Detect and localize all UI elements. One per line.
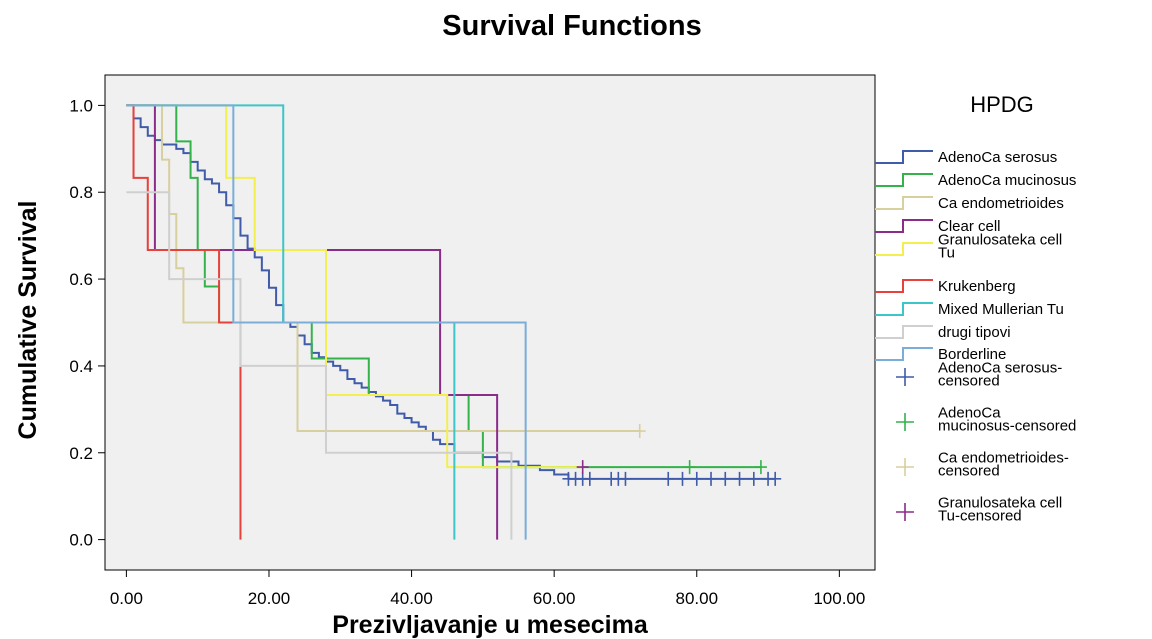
censor-mark-adenoca-serosus-censored (662, 471, 675, 486)
x-axis-title: Prezivljavanje u mesecima (332, 611, 649, 639)
x-tick-label: 20.00 (248, 589, 291, 608)
legend-label: censored (938, 463, 1000, 480)
legend-label: AdenoCa mucinosus (938, 172, 1076, 189)
censor-mark-adenoca-serosus-censored (733, 471, 746, 486)
legend-label: AdenoCa serosus- (938, 360, 1062, 377)
legend-title: HPDG (970, 92, 1034, 117)
legend-swatch (896, 368, 914, 386)
legend-item-drugi-tipovi: drugi tipovi (875, 324, 1011, 341)
y-tick-label: 1.0 (69, 96, 93, 115)
legend-label: censored (938, 373, 1000, 390)
censor-mark-adenoca-serosus-censored (583, 471, 596, 486)
legend-label: Tu-censored (938, 508, 1022, 525)
y-tick-label: 0.4 (69, 357, 93, 376)
y-tick-label: 0.6 (69, 270, 93, 289)
legend-swatch (896, 413, 914, 431)
legend-swatch (875, 219, 933, 233)
series-layer (126, 104, 776, 540)
y-tick-label: 0.8 (69, 183, 93, 202)
legend-swatch (875, 173, 933, 187)
legend-label: Krukenberg (938, 278, 1016, 295)
censor-mark-adenoca-serosus-censored (619, 471, 632, 486)
x-tick-label: 40.00 (390, 589, 433, 608)
legend-swatch (896, 458, 914, 476)
series-line-granulosateka-cell-tu (126, 104, 583, 469)
legend-item-clear-cell: Clear cell (875, 218, 1001, 235)
legend-item-adenoca-serosus: AdenoCa serosus (875, 149, 1057, 166)
legend-item-adenoca-serosus-censored: AdenoCa serosus-censored (896, 360, 1062, 390)
legend-label: Ca endometrioides- (938, 450, 1069, 467)
x-tick-label: 80.00 (675, 589, 718, 608)
censor-mark-granulosateka-cell-tu-censored (576, 460, 589, 475)
legend-label: AdenoCa (938, 405, 1001, 422)
legend-swatch (875, 242, 933, 256)
censor-mark-adenoca-mucinosus-censored (683, 460, 696, 475)
legend-label: drugi tipovi (938, 324, 1011, 341)
censor-mark-adenoca-serosus-censored (747, 471, 760, 486)
censor-mark-adenoca-serosus-censored (676, 471, 689, 486)
y-tick-label: 0.0 (69, 531, 93, 550)
x-tick-label: 60.00 (533, 589, 576, 608)
legend-item-ca-endometrioides: Ca endometrioides (875, 195, 1064, 212)
x-tick-label: 0.00 (110, 589, 143, 608)
legend-item-mixed-mullerian-tu: Mixed Mullerian Tu (875, 301, 1064, 318)
legend-swatch (875, 150, 933, 164)
censor-layer (562, 424, 782, 486)
x-tick-label: 100.00 (813, 589, 865, 608)
legend-item-adenoca-mucinosus: AdenoCa mucinosus (875, 172, 1076, 189)
axes-layer: 0.00 20.00 40.00 60.00 80.00 100.00 0.0 0.2 0.4 0… (69, 96, 865, 608)
legend-item-ca-endometrioides-censored: Ca endometrioides-censored (896, 450, 1069, 480)
censor-mark-adenoca-serosus-censored (719, 471, 732, 486)
legend-swatch (875, 196, 933, 210)
legend-label: Granulosateka cell (938, 495, 1062, 512)
censor-mark-ca-endometrioides-censored (633, 424, 646, 439)
legend-swatch (875, 279, 933, 293)
legend-label: Tu (938, 245, 955, 262)
legend-label: Clear cell (938, 218, 1001, 235)
legend-label: Mixed Mullerian Tu (938, 301, 1064, 318)
legend-label: mucinosus-censored (938, 418, 1076, 435)
legend-label: AdenoCa serosus (938, 149, 1057, 166)
censor-mark-adenoca-serosus-censored (769, 471, 782, 486)
series-line-ca-endometrioides (126, 104, 640, 433)
series-line-borderline (126, 104, 527, 540)
censor-mark-adenoca-serosus-censored (690, 471, 703, 486)
legend-label: Ca endometrioides (938, 195, 1064, 212)
legend-swatch (896, 503, 914, 521)
legend-swatch (875, 325, 933, 339)
chart-title: Survival Functions (442, 10, 701, 42)
y-axis-title: Cumulative Survival (14, 201, 42, 440)
legend-swatch (875, 302, 933, 316)
legend-label: Borderline (938, 346, 1006, 363)
y-tick-label: 0.2 (69, 444, 93, 463)
censor-mark-adenoca-mucinosus-censored (754, 460, 767, 475)
legend-item-borderline: Borderline (875, 346, 1006, 363)
legend: AdenoCa serosus AdenoCa mucinosus Ca endom… (875, 149, 1076, 525)
censor-mark-adenoca-serosus-censored (705, 471, 718, 486)
legend-swatch (875, 347, 933, 361)
legend-item-krukenberg: Krukenberg (875, 278, 1016, 295)
legend-label: Granulosateka cell (938, 232, 1062, 249)
